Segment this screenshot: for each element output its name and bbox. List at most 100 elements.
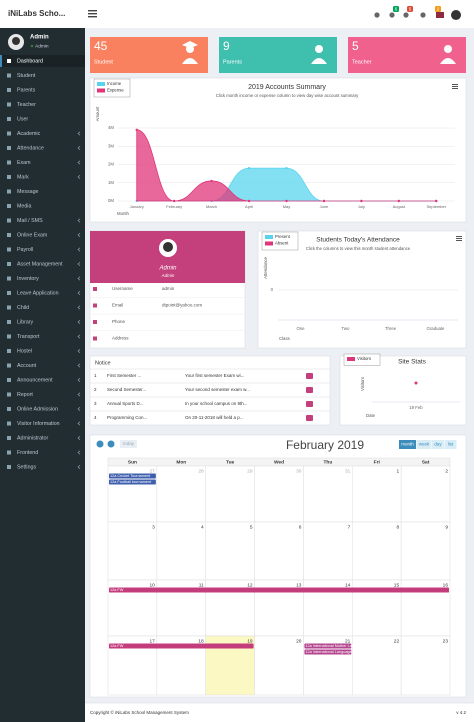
data-point[interactable] — [435, 199, 438, 203]
calendar-day: 1 — [396, 468, 399, 474]
menu-item[interactable]: Hostel — [17, 348, 32, 354]
menu-item[interactable]: Student — [17, 73, 36, 79]
data-point[interactable] — [397, 199, 401, 203]
calendar-cell — [107, 521, 158, 581]
calendar-day: 15 — [394, 582, 400, 588]
menu-item[interactable]: Report — [17, 392, 33, 398]
data-point[interactable] — [247, 199, 251, 203]
menu-item[interactable]: Academic — [17, 131, 41, 137]
calendar-cell — [254, 635, 304, 696]
calendar-day: 14 — [345, 582, 351, 588]
menu-item[interactable]: Frontend — [17, 450, 38, 456]
menu-item[interactable]: Exam — [17, 160, 31, 166]
stat-icon-body — [311, 58, 327, 64]
stat-label: Teacher — [352, 59, 372, 65]
user-avatar[interactable] — [451, 10, 461, 20]
menu-item[interactable]: Inventory — [17, 276, 39, 282]
profile-name: Admin — [158, 266, 177, 272]
badge — [393, 6, 399, 12]
menu-item[interactable]: User — [17, 116, 28, 122]
menu-icon — [7, 421, 11, 426]
calendar-day: 27 — [150, 468, 156, 474]
calendar-view-button — [432, 440, 444, 449]
calendar-day: 8 — [396, 524, 399, 530]
menu-item[interactable]: Announcement — [17, 377, 53, 383]
menu-icon — [7, 262, 11, 266]
menu-item[interactable]: Library — [17, 319, 34, 325]
calendar-event — [304, 643, 352, 649]
x-tick-label: One — [296, 326, 305, 331]
menu-icon — [7, 334, 11, 339]
notice-title: First Semester ... — [107, 373, 141, 378]
calendar-today-button — [120, 440, 137, 448]
data-point[interactable] — [322, 199, 326, 203]
badge — [407, 6, 413, 12]
calendar-prev[interactable] — [96, 440, 104, 448]
menu-item[interactable]: Attendance — [17, 145, 44, 151]
menu-item[interactable]: Account — [17, 363, 37, 369]
data-point[interactable] — [210, 179, 213, 183]
data-point[interactable] — [172, 199, 176, 203]
menu-active — [0, 55, 85, 67]
calendar-view-button — [416, 440, 432, 449]
menu-item[interactable]: Transport — [17, 334, 40, 340]
menu-item[interactable]: Settings — [17, 464, 36, 470]
topbar-icon[interactable] — [374, 12, 380, 18]
language-flag — [436, 12, 444, 18]
data-point[interactable] — [285, 199, 288, 203]
menu-item[interactable]: Online Admission — [17, 406, 58, 412]
x-tick-label: 19 Feb — [409, 405, 423, 410]
weekday-label: Thu — [323, 459, 332, 465]
calendar-next[interactable] — [107, 440, 115, 448]
stat-icon-body — [440, 58, 456, 64]
calendar-event — [109, 587, 449, 593]
menu-toggle — [88, 16, 97, 18]
calendar-cell — [156, 465, 206, 523]
menu-item[interactable]: Visitor Information — [17, 421, 60, 427]
topbar-icon[interactable] — [403, 12, 409, 18]
topbar-icon[interactable] — [389, 12, 395, 18]
menu-item[interactable]: Leave Application — [17, 290, 59, 296]
menu-item[interactable]: Administrator — [17, 435, 48, 441]
calendar-view-label: week — [419, 442, 430, 447]
menu-item[interactable]: Mark — [17, 174, 29, 180]
menu-item[interactable]: Message — [17, 189, 39, 195]
sidebar-user-role: Admin — [35, 43, 49, 49]
menu-chevron — [77, 232, 81, 238]
chart-subtitle: Click the columns to view this month stu… — [306, 246, 411, 251]
notice-title: Programming Con... — [107, 415, 147, 420]
x-tick-label: Three — [385, 326, 397, 331]
menu-item[interactable]: Mail / SMS — [17, 218, 43, 224]
data-point[interactable] — [285, 166, 288, 170]
profile-role: Admin — [161, 273, 175, 278]
menu-active-border — [0, 55, 2, 67]
menu-item[interactable]: Child — [17, 305, 29, 311]
calendar-day: 9 — [445, 524, 448, 530]
menu-item[interactable]: Parents — [17, 87, 36, 93]
menu-icon — [7, 218, 11, 223]
menu-chevron — [77, 464, 81, 470]
chart-menu — [452, 84, 458, 85]
menu-item[interactable]: Media — [17, 203, 31, 209]
notice-title: Second Semester... — [107, 387, 146, 392]
weekday-label: Sun — [128, 459, 137, 465]
badge — [435, 6, 441, 12]
menu-icon — [7, 378, 11, 382]
stat-box — [219, 37, 337, 73]
menu-item[interactable]: Online Exam — [17, 232, 48, 238]
y-tick-label: 1M — [108, 180, 114, 185]
menu-item[interactable]: Teacher — [17, 102, 36, 108]
data-point[interactable] — [247, 166, 251, 170]
menu-icon — [7, 146, 11, 150]
calendar-view-button — [444, 440, 457, 449]
topbar-icon[interactable] — [420, 12, 426, 18]
data-point[interactable] — [360, 199, 363, 203]
data-point[interactable] — [135, 128, 138, 132]
legend-swatch — [265, 235, 273, 239]
data-point[interactable] — [414, 381, 418, 385]
menu-item[interactable]: Payroll — [17, 247, 33, 253]
menu-item[interactable]: Dashboard — [17, 58, 43, 64]
topbar — [0, 0, 474, 28]
menu-item[interactable]: Asset Management — [17, 261, 63, 267]
